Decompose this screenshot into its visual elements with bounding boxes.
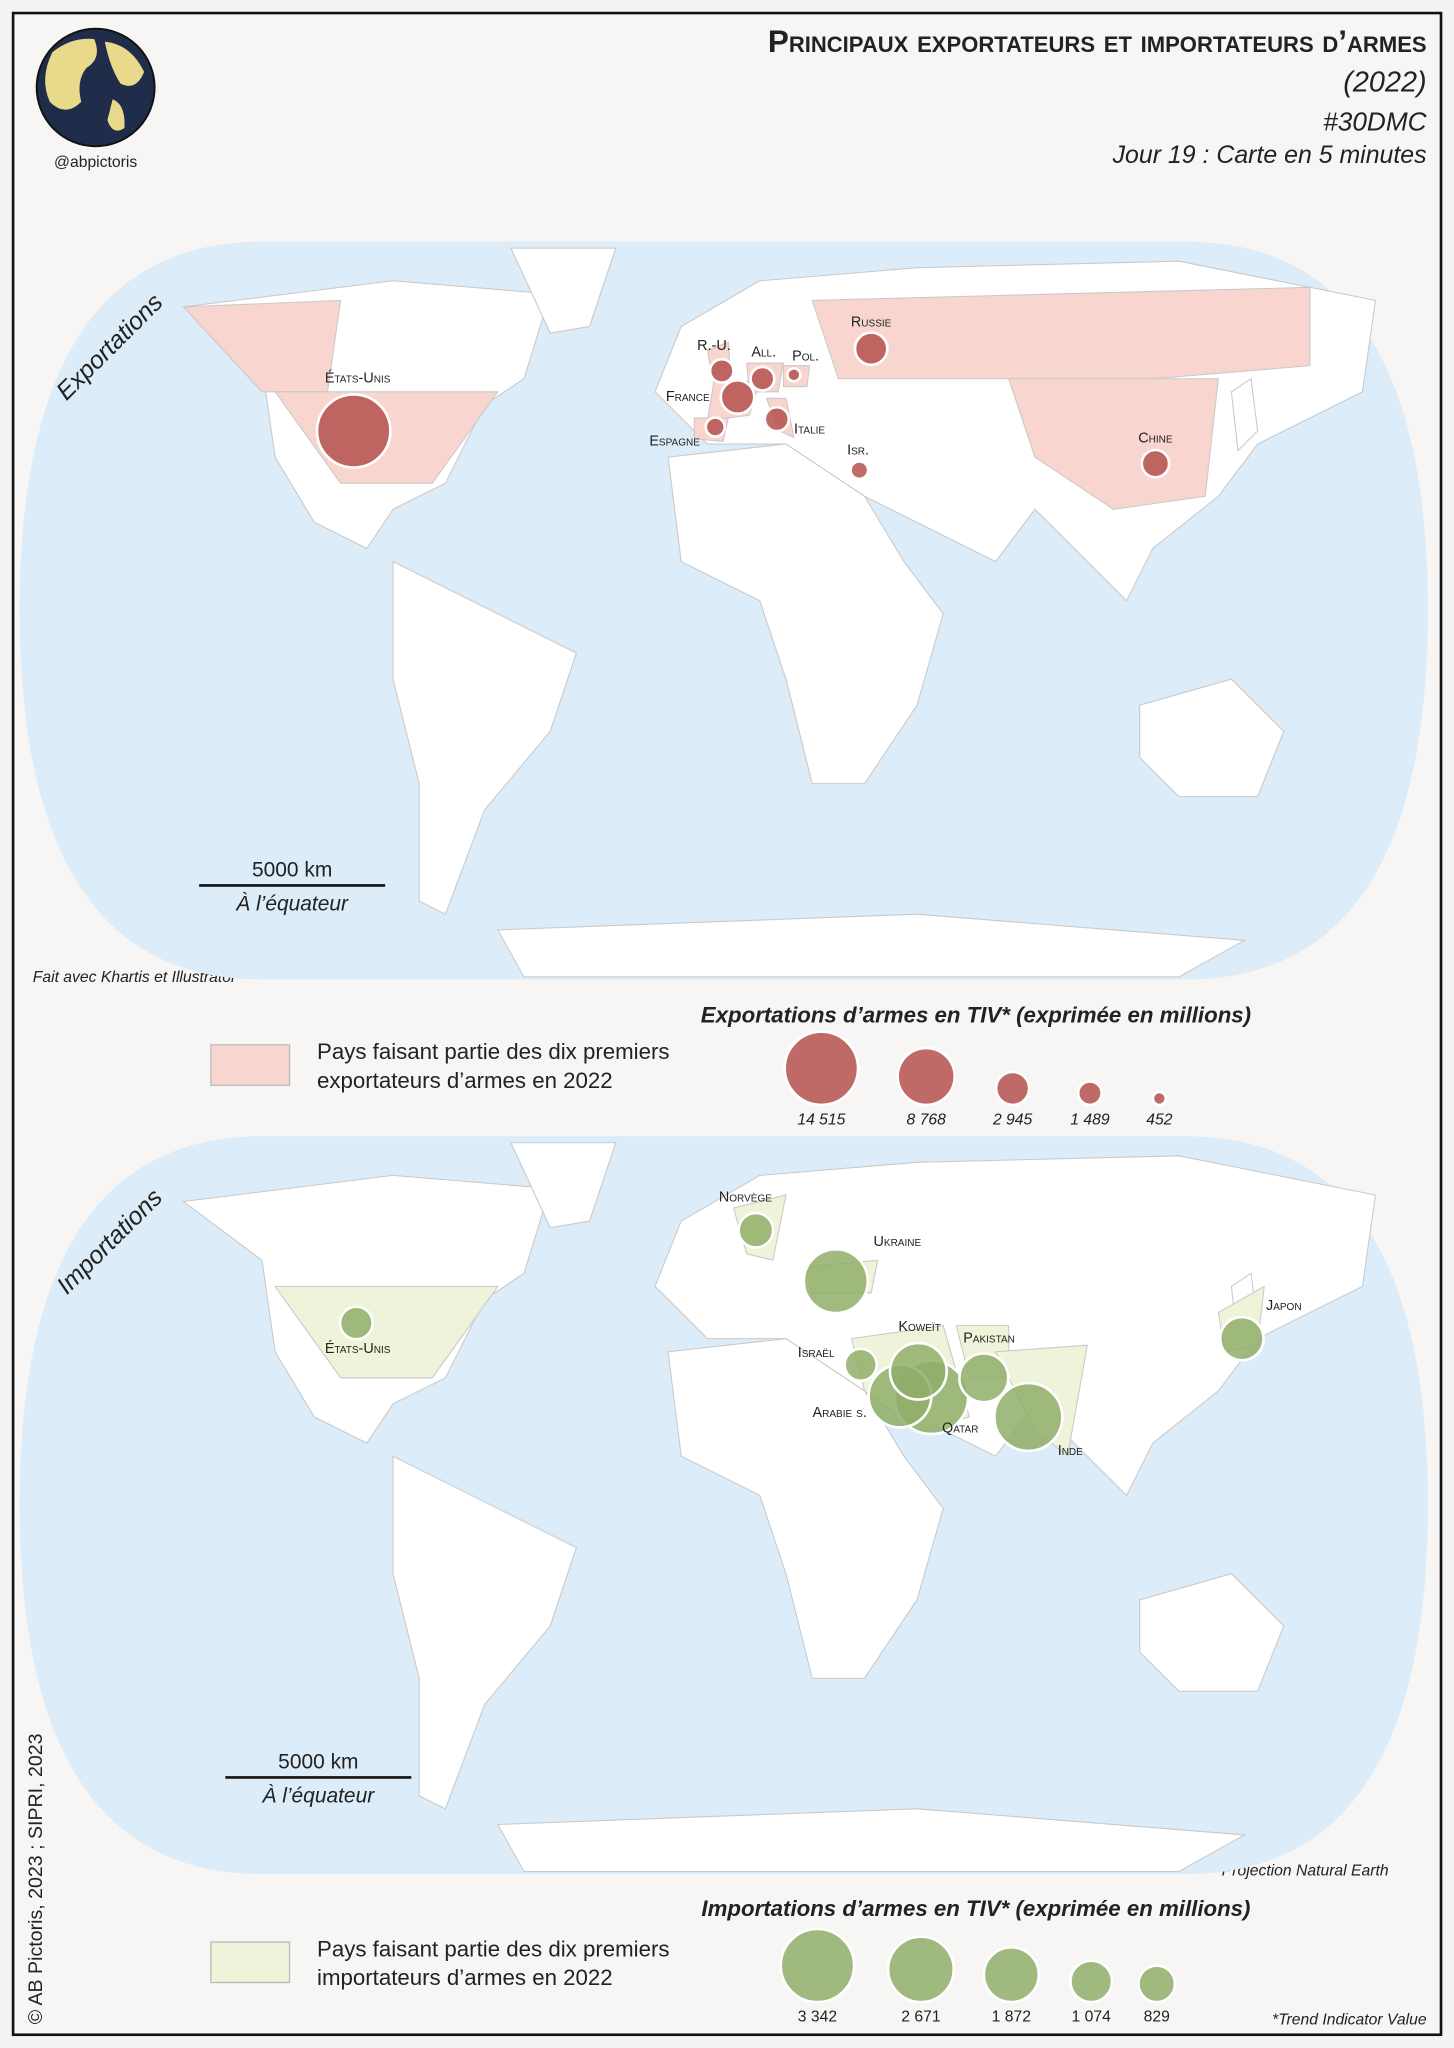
country-label: Chine [1138,431,1173,447]
country-label: Inde [1058,1443,1083,1459]
country-label: Russie [851,315,892,331]
legend-title: Importations d’armes en TIV* (exprimée e… [701,1896,1250,1921]
legend-size-label: 8 768 [907,1111,947,1128]
logo [35,27,156,148]
country-label: France [666,389,710,405]
country-label: Norvège [719,1190,772,1206]
land [510,247,617,334]
land [392,560,578,915]
legend-swatch-text: Pays faisant partie des dix premiers [317,1936,669,1961]
country-label: Italie [794,422,825,438]
land [1230,377,1259,452]
country-circle [1140,448,1171,479]
legend-size-label: 2 945 [992,1111,1033,1128]
hashtag: #30DMC [1323,107,1427,137]
title: Principaux exportateurs et importateurs … [768,24,1427,59]
legend-circle [886,1935,956,2004]
copyright: © AB Pictoris, 2023 ; SIPRI, 2023 [25,1733,47,2024]
country-label: Israël [798,1345,835,1361]
tools-note: Fait avec Khartis et Illustrator [33,969,237,986]
country-circle [737,1211,775,1249]
handle: @abpictoris [54,154,137,171]
legend-circle [982,1946,1041,2004]
legend-circle [779,1927,856,2004]
legend-size-label: 829 [1144,2009,1170,2026]
legend-swatch [210,1044,291,1086]
country-label: États-Unis [325,370,391,387]
legend-size-label: 1 489 [1070,1111,1110,1128]
land [1139,1573,1285,1692]
legend-circle [1151,1090,1168,1107]
highlighted-country [274,1285,499,1379]
country-circle [338,1305,374,1341]
country-circle [958,1352,1010,1404]
country-circle [888,1341,948,1401]
country-circle [843,1347,879,1383]
country-circle [786,367,802,383]
land [1139,678,1285,798]
tiv-note: *Trend Indicator Value [1272,2011,1427,2028]
country-circle [802,1248,870,1315]
scale-distance: 5000 km [252,858,332,881]
legend-size-label: 452 [1146,1111,1172,1128]
country-circle [719,379,756,416]
legend-swatch-text: exportateurs d’armes en 2022 [317,1068,613,1093]
legend-swatch-text: Pays faisant partie des dix premiers [317,1039,669,1064]
legend-size-label: 2 671 [901,2009,940,2026]
land [496,913,1247,978]
land [496,1808,1247,1873]
country-label: Ukraine [874,1234,922,1250]
legend-swatch [210,1941,291,1984]
land [510,1142,617,1229]
country-circle [704,416,727,438]
country-label: All. [751,345,776,361]
legend-size-label: 3 342 [798,2009,837,2026]
country-label: Japon [1266,1298,1302,1314]
country-label: Isr. [847,443,869,459]
country-circle [993,1381,1064,1453]
country-circle [849,460,870,481]
land [667,1338,944,1679]
scale-note: À l’équateur [235,892,349,915]
country-circle [315,393,392,469]
legend-circle [783,1030,860,1107]
country-circle [749,365,776,392]
legend-circle [1076,1080,1103,1107]
highlighted-country [1007,378,1219,510]
country-circle [763,405,791,433]
country-label: Qatar [942,1421,978,1437]
highlighted-country [811,286,1311,380]
country-circle [1218,1315,1265,1362]
year: (2022) [1343,66,1426,98]
country-label: Pakistan [963,1331,1015,1347]
stage: @abpictoris Principaux exportateurs et i… [11,11,1443,2037]
country-circle [708,357,735,384]
legend-size-label: 1 074 [1072,2009,1112,2026]
legend-circle [994,1070,1031,1107]
country-label: Espagne [649,433,700,449]
legend-size-label: 1 872 [992,2009,1031,2026]
legend-swatch-text: importateurs d’armes en 2022 [317,1965,613,1990]
country-label: Pol. [792,348,819,364]
scale-note: À l’équateur [261,1784,375,1807]
country-label: États-Unis [325,1340,391,1357]
legend-size-label: 14 515 [797,1111,845,1128]
land [667,443,944,785]
country-label: Arabie s. [813,1405,867,1421]
legend-circle [1069,1959,1114,2004]
country-label: R.-U. [697,338,731,354]
country-circle [853,331,889,367]
subtitle: Jour 19 : Carte en 5 minutes [1112,142,1427,169]
legend-title: Exportations d’armes en TIV* (exprimée e… [701,1003,1251,1028]
legend-circle [1137,1964,1177,2004]
country-label: Koweït [898,1319,940,1335]
land [392,1455,578,1810]
projection-note: Projection Natural Earth [1222,1862,1389,1879]
legend-circle [896,1046,956,1107]
scale-distance: 5000 km [278,1750,358,1773]
